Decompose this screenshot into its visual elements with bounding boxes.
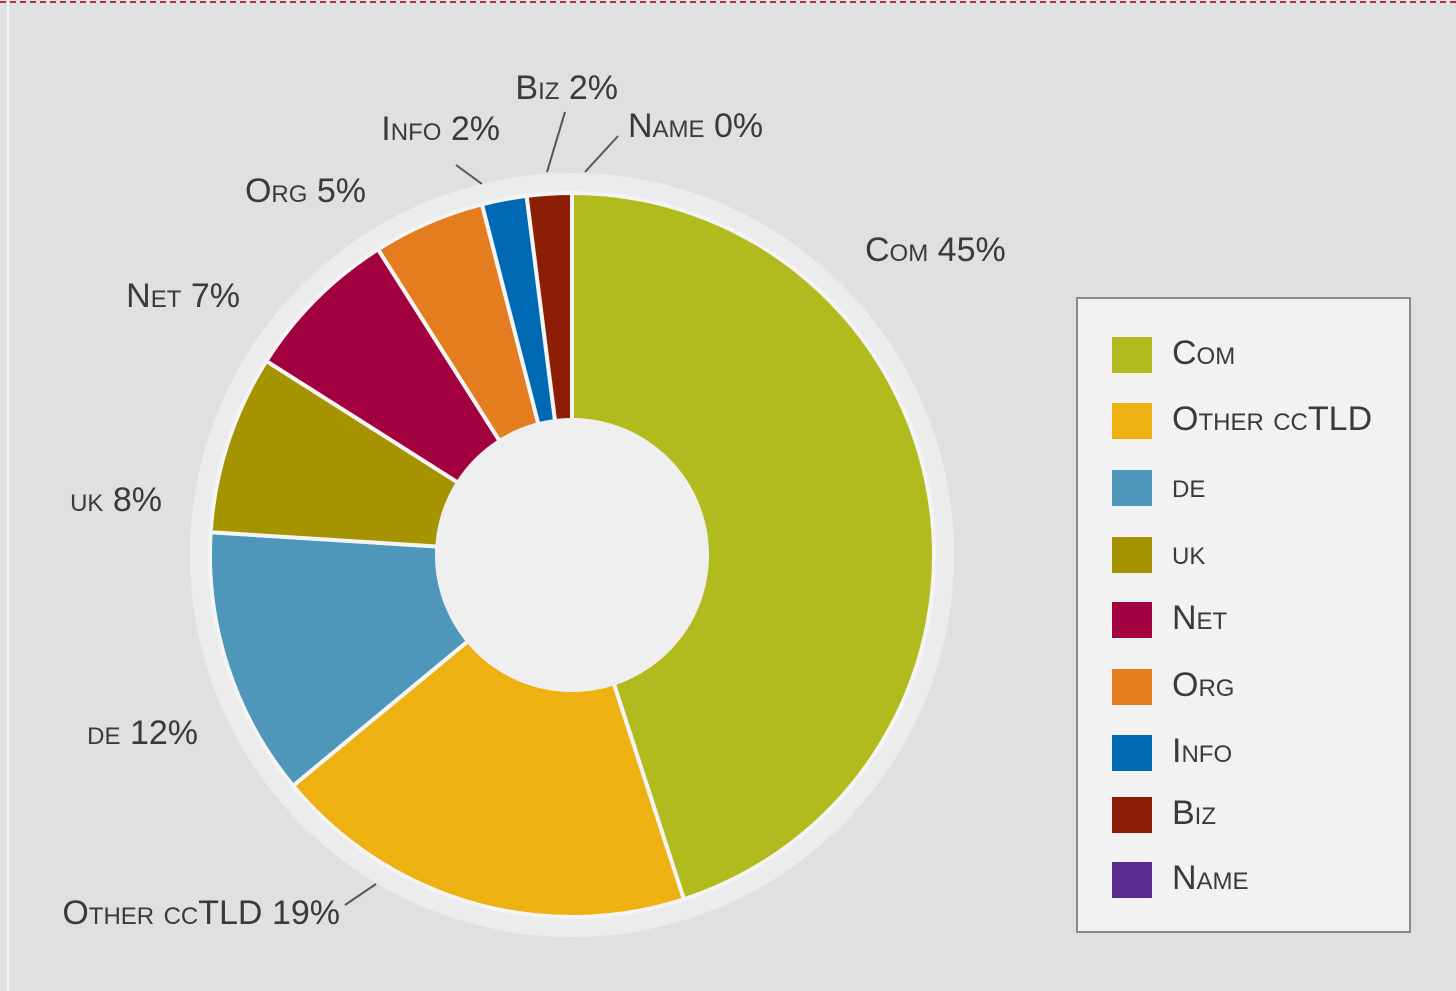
leader-line <box>584 135 619 173</box>
legend-label: Other ccTLD <box>1172 400 1372 438</box>
slice-label: Name 0% <box>628 107 763 145</box>
slice-label-value: 12% <box>130 714 198 752</box>
slice-label-name: Other ccTLD <box>62 894 262 932</box>
slice-label-value: 2% <box>451 110 500 148</box>
slice-label: de 12% <box>87 714 198 752</box>
slice-label: Info 2% <box>381 110 500 148</box>
slice-label-name: Net <box>126 277 182 315</box>
slice-label-value: 0% <box>714 107 763 145</box>
leader-line <box>455 164 483 185</box>
slice-label-value: 7% <box>191 277 240 315</box>
legend-swatch <box>1112 797 1152 833</box>
slice-label: Biz 2% <box>515 69 618 107</box>
slice-label: Other ccTLD 19% <box>62 894 340 932</box>
slice-label-value: 45% <box>938 231 1006 269</box>
slice <box>570 190 936 902</box>
legend-label: Com <box>1172 334 1235 372</box>
slice-label-name: uk <box>70 481 103 519</box>
legend-label: Net <box>1172 599 1228 637</box>
slice-label-value: 5% <box>317 172 366 210</box>
slice-label-name: Biz <box>515 69 559 107</box>
legend-swatch <box>1112 470 1152 506</box>
slice-label-name: Com <box>865 231 928 269</box>
legend-swatch <box>1112 602 1152 638</box>
donut-hole <box>435 418 709 692</box>
slice-label: Net 7% <box>126 277 240 315</box>
leader-line <box>546 111 566 173</box>
legend-swatch <box>1112 735 1152 771</box>
slice-label: uk 8% <box>70 481 162 519</box>
leader-line <box>344 883 377 906</box>
legend-swatch <box>1112 669 1152 705</box>
slice-label-name: Org <box>245 172 307 210</box>
legend-label: Info <box>1172 732 1232 770</box>
legend-swatch <box>1112 403 1152 439</box>
slice-label-name: Name <box>628 107 705 145</box>
legend-label: Name <box>1172 859 1249 897</box>
leader-lines <box>344 111 619 906</box>
slice-label: Com 45% <box>865 231 1006 269</box>
legend-swatch <box>1112 537 1152 573</box>
legend-label: Biz <box>1172 794 1216 832</box>
legend-swatch <box>1112 862 1152 898</box>
legend-label: uk <box>1172 534 1205 572</box>
slice-label: Org 5% <box>245 172 366 210</box>
legend-label: de <box>1172 467 1205 505</box>
legend-swatch <box>1112 337 1152 373</box>
slice-label-value: 8% <box>113 481 162 519</box>
slice-label-name: de <box>87 714 120 752</box>
slice-label-name: Info <box>381 110 441 148</box>
slice-label-value: 2% <box>569 69 618 107</box>
slice-label-value: 19% <box>272 894 340 932</box>
legend-label: Org <box>1172 666 1234 704</box>
